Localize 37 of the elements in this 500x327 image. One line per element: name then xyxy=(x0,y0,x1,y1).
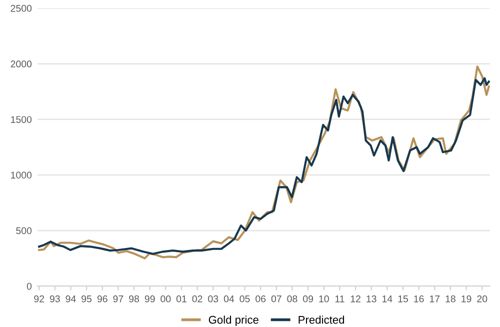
x-tick-label: 05 xyxy=(240,295,250,302)
legend-label: Predicted xyxy=(298,316,344,324)
x-tick-label: 17 xyxy=(430,296,440,302)
x-tick-label: 02 xyxy=(192,295,202,302)
x-tick-label: 07 xyxy=(271,295,282,302)
x-tick-label: 12 xyxy=(350,295,360,302)
y-tick-label: 500 xyxy=(16,227,32,234)
x-tick-label: 06 xyxy=(256,295,266,302)
x-tick-label: 09 xyxy=(303,295,313,302)
x-tick-label: 99 xyxy=(144,295,155,302)
legend-label: Gold price xyxy=(208,316,258,326)
y-tick-label: 2000 xyxy=(10,60,32,68)
x-tick-label: 20 xyxy=(477,295,488,302)
y-tick-label: 1500 xyxy=(11,116,32,123)
x-tick-label: 97 xyxy=(113,295,124,302)
x-tick-label: 11 xyxy=(335,296,344,302)
x-tick-label: 00 xyxy=(160,295,171,302)
x-tick-label: 19 xyxy=(462,295,472,302)
x-tick-label: 98 xyxy=(129,295,139,302)
x-tick-label: 95 xyxy=(82,295,92,302)
x-tick-label: 96 xyxy=(97,295,108,302)
x-tick-label: 92 xyxy=(34,295,44,302)
x-tick-label: 18 xyxy=(446,295,456,302)
x-tick-label: 13 xyxy=(366,295,376,302)
y-tick-label: 1000 xyxy=(11,172,32,179)
x-tick-label: 08 xyxy=(287,295,298,302)
x-tick-label: 94 xyxy=(66,295,76,302)
x-tick-label: 03 xyxy=(208,295,218,302)
x-tick-label: 14 xyxy=(382,296,392,302)
y-tick-label: 0 xyxy=(26,282,32,290)
x-tick-label: 04 xyxy=(224,295,234,302)
y-tick-label: 2500 xyxy=(10,4,32,12)
x-tick-label: 16 xyxy=(414,295,424,302)
x-tick-label: 01 xyxy=(176,295,186,302)
x-tick-label: 93 xyxy=(50,295,60,302)
x-tick-label: 15 xyxy=(398,296,408,302)
x-tick-label: 10 xyxy=(319,295,329,302)
